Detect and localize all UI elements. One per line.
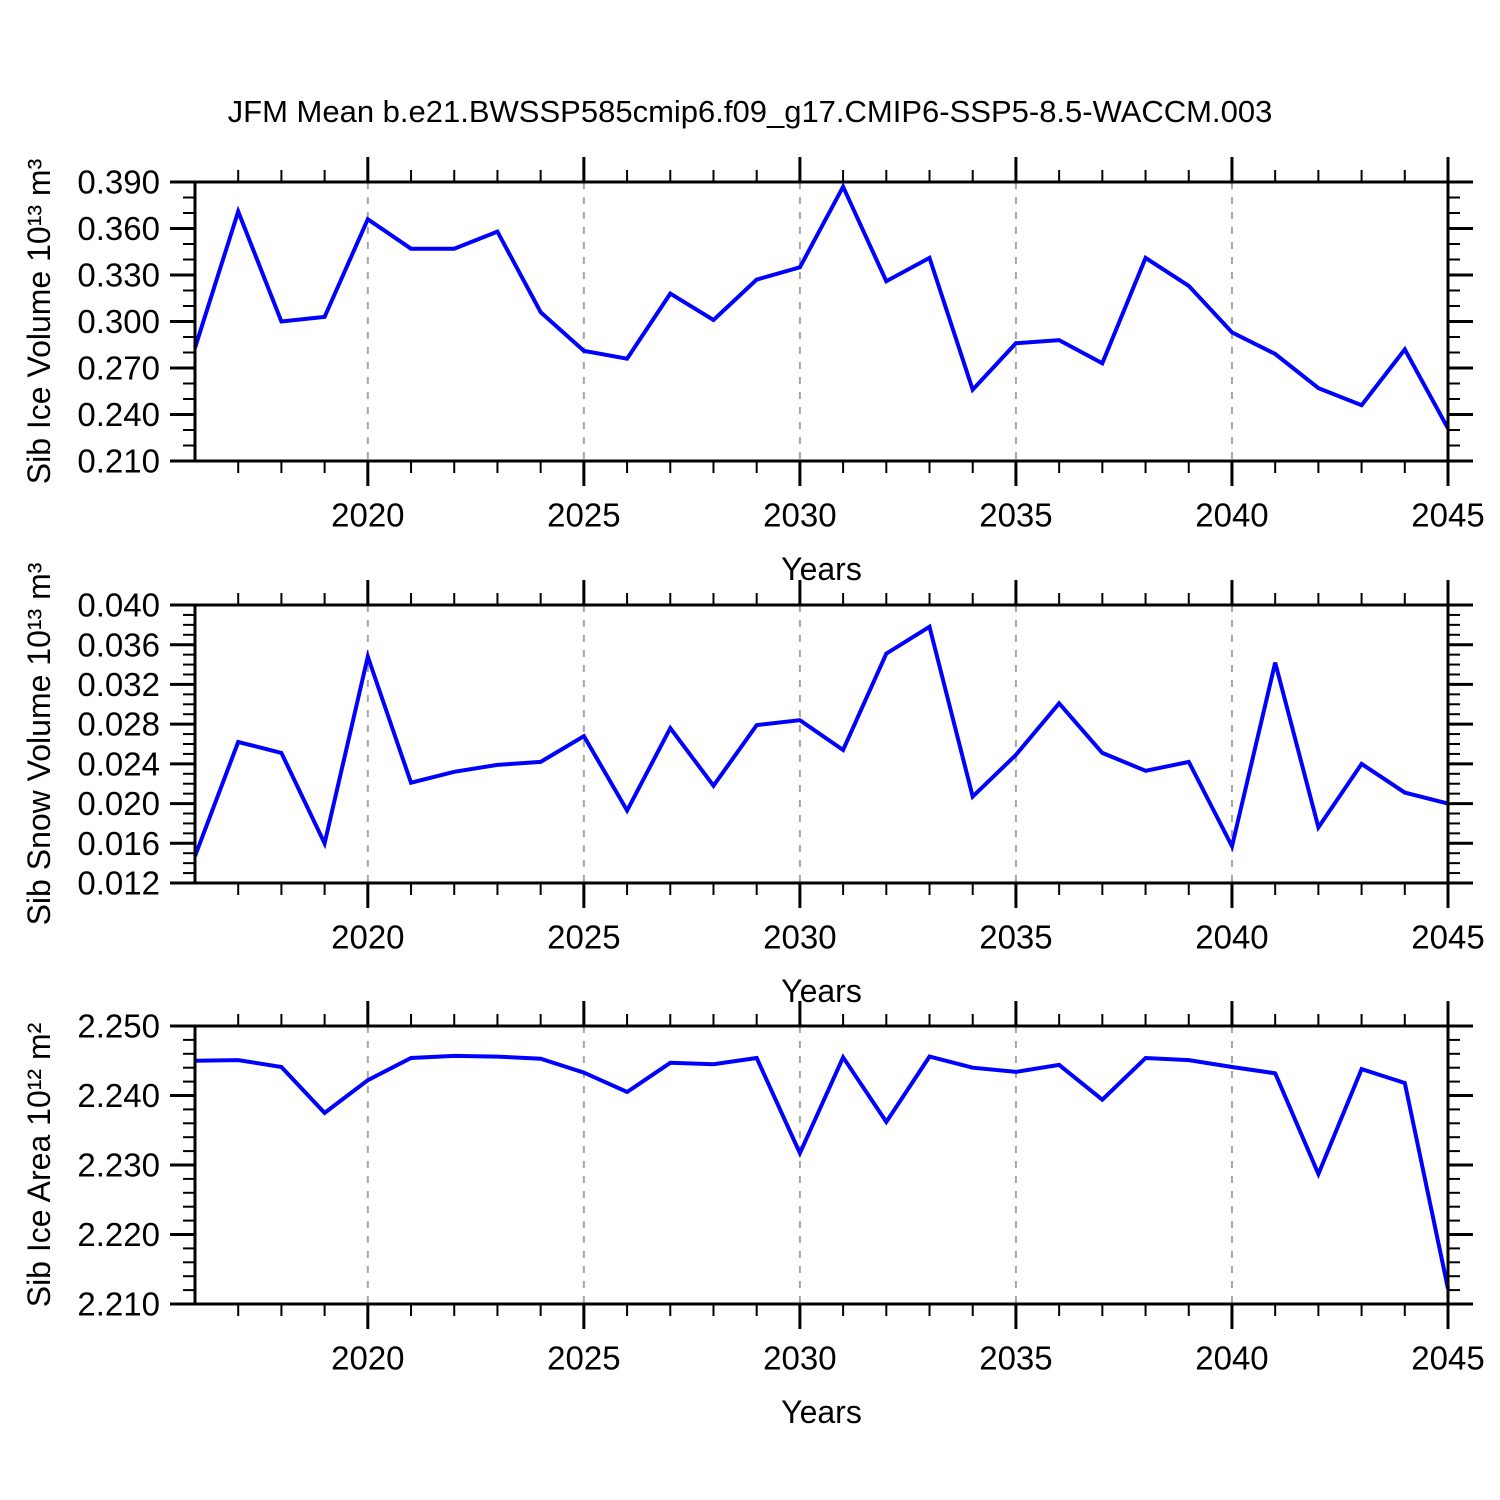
plot-box: [193, 1024, 1450, 1306]
y-ticks: [170, 1024, 1473, 1306]
gridlines: [366, 182, 1233, 461]
x-tick-label: 2035: [979, 497, 1052, 534]
y-tick-label: 0.390: [77, 164, 160, 201]
figure-title: JFM Mean b.e21.BWSSP585cmip6.f09_g17.CMI…: [227, 94, 1273, 129]
x-tick-label: 2020: [331, 497, 404, 534]
x-tick-label: 2040: [1195, 1340, 1268, 1377]
sib-snow-volume-line: [193, 623, 1449, 857]
sib-ice-area-panel: 2.210 2.220 2.230 2.240 2.250 2020 2025 2030 203…: [21, 1001, 1485, 1430]
x-tick-label: 2035: [979, 1340, 1052, 1377]
y-tick-label: 2.220: [77, 1216, 160, 1253]
gridlines: [366, 1026, 1233, 1304]
y-tick-label: 2.240: [77, 1077, 160, 1114]
x-tick-label: 2045: [1411, 1340, 1484, 1377]
x-tick-label: 2020: [331, 919, 404, 956]
y-tick-label: 0.028: [77, 706, 160, 743]
y-axis-title: Sib Snow Volume 10¹³ m³: [21, 562, 57, 925]
x-tick-label: 2030: [763, 497, 836, 534]
x-axis-title: Years: [781, 1394, 862, 1430]
x-tick-label: 2030: [763, 919, 836, 956]
sib-ice-area-line: [194, 1053, 1450, 1290]
y-ticks: [170, 603, 1473, 885]
y-tick-label: 2.250: [77, 1008, 160, 1045]
x-ticks: [237, 580, 1450, 908]
x-tick-label: 2020: [331, 1340, 404, 1377]
y-axis-title: Sib Ice Area 10¹² m²: [21, 1022, 57, 1307]
y-tick-label: 0.016: [77, 825, 160, 862]
x-tick-labels: 2020 2025 2030 2035 2040 2045: [331, 919, 1485, 956]
x-tick-label: 2040: [1195, 497, 1268, 534]
sib-snow-volume-panel: 0.0120.0160.0200.0240.0280.0320.0360.040…: [21, 562, 1485, 1009]
y-tick-label: 2.230: [77, 1147, 160, 1184]
y-tick-label: 0.036: [77, 626, 160, 663]
y-tick-label: 0.300: [77, 303, 160, 340]
y-tick-label: 0.040: [77, 587, 160, 624]
x-tick-label: 2025: [547, 1340, 620, 1377]
x-tick-labels: 2020 2025 2030 2035 2040 2045: [331, 497, 1485, 534]
y-tick-labels: 0.210 0.240 0.270 0.300 0.330 0.360 0.390: [77, 164, 160, 480]
x-tick-label: 2045: [1411, 497, 1484, 534]
y-tick-label: 0.032: [77, 666, 160, 703]
x-tick-label: 2040: [1195, 919, 1268, 956]
plot-box: [193, 603, 1450, 885]
x-axis-title: Years: [781, 973, 862, 1009]
y-tick-label: 0.024: [77, 745, 160, 782]
y-tick-label: 0.210: [77, 443, 160, 480]
y-tick-label: 0.012: [77, 865, 160, 902]
y-tick-label: 0.240: [77, 396, 160, 433]
x-axis-title: Years: [781, 551, 862, 587]
sib-ice-volume-line: [193, 182, 1450, 430]
x-tick-label: 2025: [547, 497, 620, 534]
y-tick-label: 0.360: [77, 210, 160, 247]
y-axis-title: Sib Ice Volume 10¹³ m³: [21, 158, 57, 484]
x-tick-label: 2045: [1411, 919, 1484, 956]
y-tick-labels: 2.210 2.220 2.230 2.240 2.250: [77, 1008, 160, 1323]
y-tick-label: 0.270: [77, 350, 160, 387]
gridlines: [366, 605, 1233, 883]
x-tick-label: 2030: [763, 1340, 836, 1377]
y-tick-label: 0.020: [77, 785, 160, 822]
x-ticks: [237, 157, 1450, 486]
x-tick-label: 2035: [979, 919, 1052, 956]
y-tick-label: 0.330: [77, 257, 160, 294]
y-ticks: [170, 180, 1473, 463]
x-tick-labels: 2020 2025 2030 2035 2040 2045: [331, 1340, 1485, 1377]
x-ticks: [237, 1001, 1450, 1329]
x-tick-label: 2025: [547, 919, 620, 956]
y-tick-label: 2.210: [77, 1286, 160, 1323]
